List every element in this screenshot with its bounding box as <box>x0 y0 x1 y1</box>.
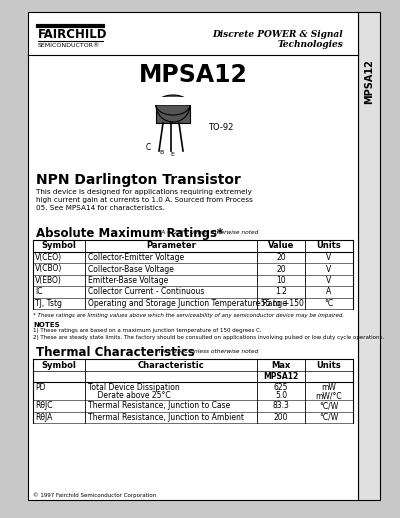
Ellipse shape <box>156 95 190 115</box>
Text: TO-92: TO-92 <box>208 122 233 132</box>
Text: E: E <box>170 151 174 156</box>
Text: Collector-Emitter Voltage: Collector-Emitter Voltage <box>88 253 184 262</box>
Text: SEMICONDUCTOR®: SEMICONDUCTOR® <box>38 43 100 48</box>
Text: MPSA12: MPSA12 <box>263 372 299 381</box>
Text: Units: Units <box>317 361 341 369</box>
Text: Thermal Resistance, Junction to Ambient: Thermal Resistance, Junction to Ambient <box>88 413 244 422</box>
Text: V(EBO): V(EBO) <box>35 276 62 285</box>
Text: Thermal Characteristics: Thermal Characteristics <box>36 346 195 359</box>
Bar <box>28 12 358 500</box>
Text: mW: mW <box>322 383 336 393</box>
Text: Total Device Dissipation: Total Device Dissipation <box>88 383 180 393</box>
Text: V: V <box>326 276 332 285</box>
Text: © 1997 Fairchild Semiconductor Corporation: © 1997 Fairchild Semiconductor Corporati… <box>33 492 156 498</box>
Text: 625: 625 <box>274 383 288 393</box>
Text: 2) These are steady state limits. The factory should be consulted on application: 2) These are steady state limits. The fa… <box>33 335 384 340</box>
Text: NPN Darlington Transistor: NPN Darlington Transistor <box>36 173 241 187</box>
Text: Symbol: Symbol <box>42 241 76 251</box>
Text: Derate above 25°C: Derate above 25°C <box>88 392 171 400</box>
Text: Parameter: Parameter <box>146 241 196 251</box>
Text: Symbol: Symbol <box>42 361 76 369</box>
Bar <box>155 97 191 105</box>
Text: °C: °C <box>324 299 334 308</box>
Text: 10: 10 <box>276 276 286 285</box>
Text: 200: 200 <box>274 413 288 422</box>
Text: RθJC: RθJC <box>35 401 52 410</box>
Text: MPSA12: MPSA12 <box>364 60 374 105</box>
Text: °C/W: °C/W <box>319 413 339 422</box>
Text: TA = 25°C unless otherwise noted: TA = 25°C unless otherwise noted <box>158 230 258 235</box>
Text: Thermal Resistance, Junction to Case: Thermal Resistance, Junction to Case <box>88 401 230 410</box>
Text: 1) These ratings are based on a maximum junction temperature of 150 degrees C.: 1) These ratings are based on a maximum … <box>33 328 262 333</box>
Text: Collector-Base Voltage: Collector-Base Voltage <box>88 265 174 274</box>
Text: MPSA12: MPSA12 <box>138 63 248 87</box>
Text: mW/°C: mW/°C <box>316 392 342 400</box>
Text: IC: IC <box>35 287 42 296</box>
Text: V(CEO): V(CEO) <box>35 253 62 262</box>
Text: This device is designed for applications requiring extremely
high current gain a: This device is designed for applications… <box>36 189 253 211</box>
Bar <box>358 12 380 500</box>
Text: V: V <box>326 265 332 274</box>
Text: Absolute Maximum Ratings*: Absolute Maximum Ratings* <box>36 227 223 240</box>
Text: 83.3: 83.3 <box>272 401 290 410</box>
Text: -55 to +150: -55 to +150 <box>258 299 304 308</box>
Text: V(CBO): V(CBO) <box>35 265 62 274</box>
Wedge shape <box>156 105 190 122</box>
Text: Units: Units <box>317 241 341 251</box>
Text: A: A <box>326 287 332 296</box>
Text: RθJA: RθJA <box>35 413 52 422</box>
Text: NOTES: NOTES <box>33 322 60 328</box>
Text: V: V <box>326 253 332 262</box>
Text: Value: Value <box>268 241 294 251</box>
Text: TJ, Tstg: TJ, Tstg <box>35 299 62 308</box>
Text: Discrete POWER & Signal
Technologies: Discrete POWER & Signal Technologies <box>212 30 343 49</box>
Text: Emitter-Base Voltage: Emitter-Base Voltage <box>88 276 168 285</box>
Text: 5.0: 5.0 <box>275 392 287 400</box>
Text: FAIRCHILD: FAIRCHILD <box>38 28 108 41</box>
Text: TA = 25°C unless otherwise noted: TA = 25°C unless otherwise noted <box>158 349 258 354</box>
Text: PD: PD <box>35 383 46 393</box>
Text: 1.2: 1.2 <box>275 287 287 296</box>
Text: C: C <box>145 142 151 151</box>
Text: Max: Max <box>271 361 291 369</box>
FancyBboxPatch shape <box>156 105 190 123</box>
Text: 20: 20 <box>276 265 286 274</box>
Text: B: B <box>159 150 163 154</box>
Text: * These ratings are limiting values above which the serviceability of any semico: * These ratings are limiting values abov… <box>33 313 344 318</box>
Text: Operating and Storage Junction Temperature Range: Operating and Storage Junction Temperatu… <box>88 299 287 308</box>
Text: Collector Current - Continuous: Collector Current - Continuous <box>88 287 204 296</box>
Text: Characteristic: Characteristic <box>138 361 204 369</box>
Text: °C/W: °C/W <box>319 401 339 410</box>
Text: 20: 20 <box>276 253 286 262</box>
